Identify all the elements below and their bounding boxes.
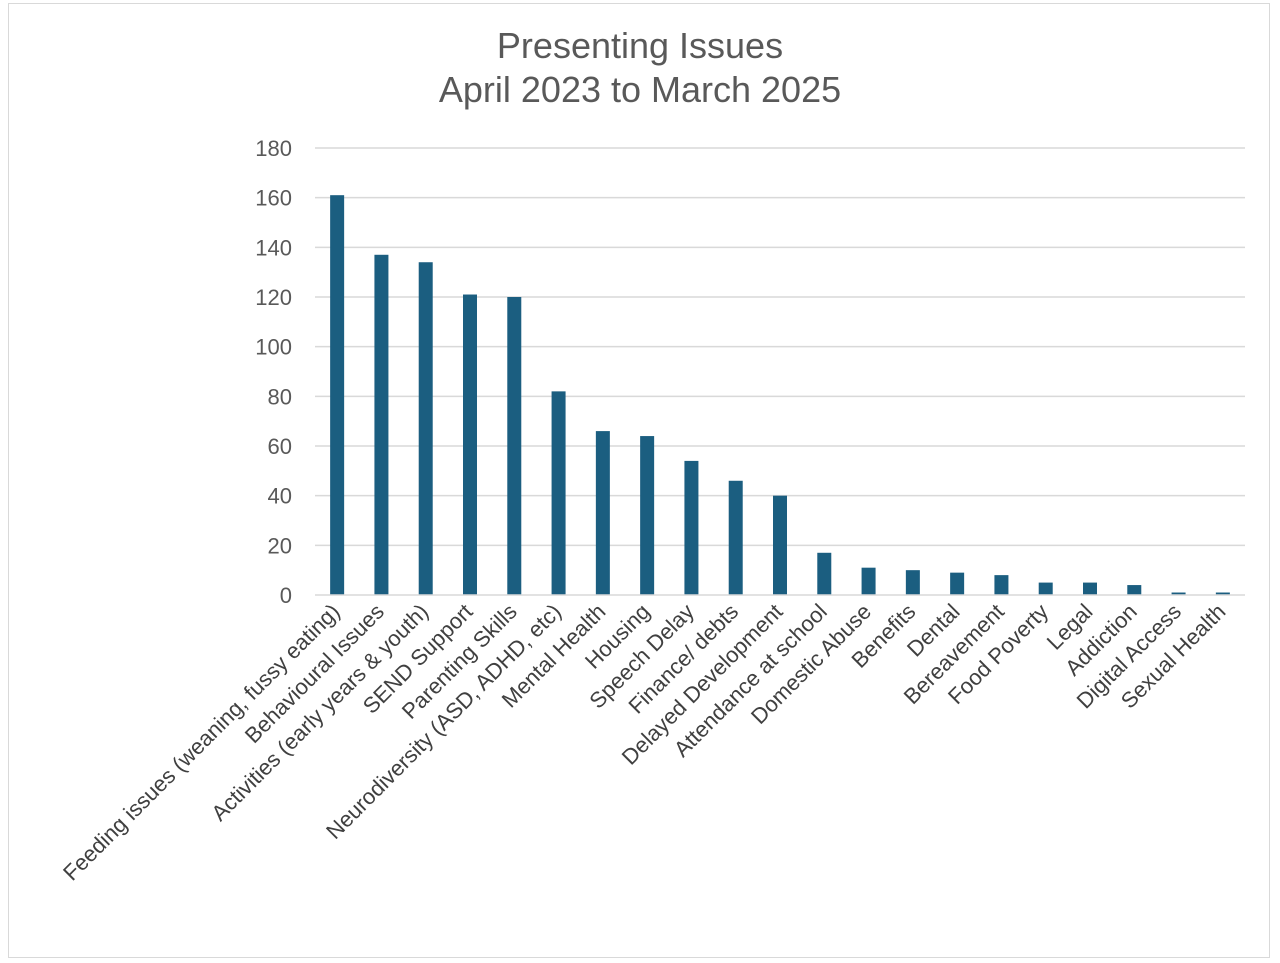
bar xyxy=(1127,585,1142,595)
y-axis-tick-labels: 0 20 40 60 80 100 120 140 160 180 xyxy=(255,136,292,608)
bar xyxy=(950,572,965,595)
bar xyxy=(507,297,522,595)
y-tick-label: 160 xyxy=(255,186,292,211)
bars xyxy=(330,195,1230,596)
chart-title-line-1: Presenting Issues xyxy=(496,25,784,66)
bar xyxy=(1171,592,1186,595)
bar xyxy=(463,294,477,595)
bar xyxy=(595,431,610,595)
gridlines xyxy=(315,147,1245,547)
bar xyxy=(1038,582,1053,595)
bar xyxy=(728,480,743,595)
y-tick-label: 0 xyxy=(280,583,292,608)
bar xyxy=(773,495,787,595)
bar xyxy=(418,262,433,595)
y-tick-label: 180 xyxy=(255,136,292,161)
bar xyxy=(994,575,1009,595)
bar xyxy=(551,391,566,595)
y-tick-label: 60 xyxy=(268,434,292,459)
bar xyxy=(861,567,876,595)
bar xyxy=(1083,582,1097,595)
bar xyxy=(1215,592,1230,595)
bar xyxy=(684,460,699,595)
y-tick-label: 80 xyxy=(268,384,292,409)
bar xyxy=(817,552,832,595)
bar xyxy=(374,254,389,596)
bar xyxy=(640,436,655,595)
y-tick-label: 40 xyxy=(268,484,292,509)
bar xyxy=(905,570,920,595)
x-axis-category-labels: Feeding issues (weaning, fussy eating)Be… xyxy=(58,599,1230,886)
y-tick-label: 140 xyxy=(255,235,292,260)
chart-title: Presenting Issues April 2023 to March 20… xyxy=(0,24,1280,112)
chart-title-line-2: April 2023 to March 2025 xyxy=(438,69,842,110)
y-tick-label: 100 xyxy=(255,335,292,360)
y-tick-label: 120 xyxy=(255,285,292,310)
chart-frame xyxy=(8,3,1270,958)
bar xyxy=(330,195,345,595)
y-tick-label: 20 xyxy=(268,533,292,558)
